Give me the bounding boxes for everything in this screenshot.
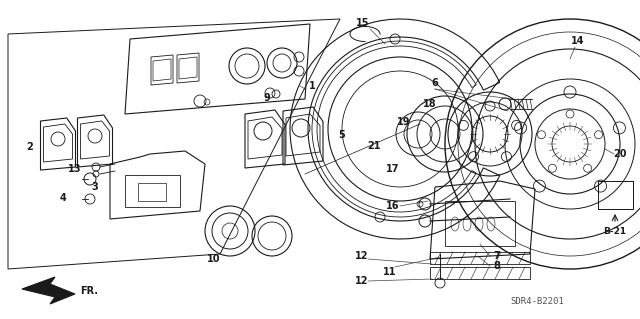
Bar	[598, 181, 633, 209]
Text: 13: 13	[68, 164, 82, 174]
Bar	[598, 181, 633, 209]
Text: 21: 21	[367, 141, 381, 151]
Text: 8: 8	[493, 261, 500, 271]
Bar	[445, 201, 515, 246]
Text: 1: 1	[308, 81, 316, 91]
Text: 15: 15	[356, 18, 370, 28]
Text: B-21: B-21	[604, 226, 627, 235]
Text: 20: 20	[613, 149, 627, 159]
Text: 12: 12	[355, 251, 369, 261]
Text: 7: 7	[493, 251, 500, 261]
Text: 9: 9	[264, 93, 270, 103]
Text: 17: 17	[387, 164, 400, 174]
Text: 12: 12	[355, 276, 369, 286]
Bar	[138, 183, 166, 201]
Text: 3: 3	[92, 182, 99, 192]
Text: 6: 6	[431, 78, 438, 88]
Bar	[125, 175, 180, 207]
Text: 5: 5	[339, 130, 346, 140]
Text: 2: 2	[27, 142, 33, 152]
Text: SDR4-B2201: SDR4-B2201	[510, 296, 564, 306]
Text: 16: 16	[387, 201, 400, 211]
Text: 18: 18	[423, 99, 437, 109]
Text: 4: 4	[60, 193, 67, 203]
Text: 11: 11	[383, 267, 397, 277]
Text: FR.: FR.	[80, 286, 98, 296]
Polygon shape	[22, 277, 75, 304]
Bar	[430, 267, 530, 279]
Text: 19: 19	[397, 117, 411, 127]
Bar	[430, 252, 530, 264]
Text: 14: 14	[572, 36, 585, 46]
Text: 10: 10	[207, 254, 221, 264]
